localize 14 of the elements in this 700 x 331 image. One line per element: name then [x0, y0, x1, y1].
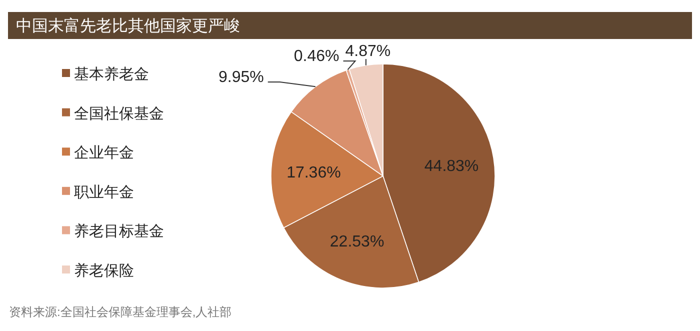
- text: 资料来源:全国社会保障基金理事会,人社部: [9, 305, 232, 319]
- chart-title: 中国末富先老比其他国家更严峻: [16, 17, 240, 35]
- legend-label: 职业年金: [74, 184, 134, 201]
- legend-label: 养老保险: [74, 262, 134, 280]
- data-label: 22.53%: [330, 233, 384, 250]
- data-label: 4.87%: [345, 43, 391, 60]
- legend-label: 全国社保基金: [74, 105, 164, 122]
- data-label: 0.46%: [294, 48, 340, 65]
- legend-label: 养老目标基金: [74, 223, 164, 240]
- data-label: 17.36%: [286, 164, 341, 182]
- data-label: 9.95%: [218, 69, 264, 86]
- legend-label: 企业年金: [74, 144, 134, 162]
- data-label: 44.83%: [424, 158, 479, 175]
- legend-label: 基本养老金: [74, 66, 149, 83]
